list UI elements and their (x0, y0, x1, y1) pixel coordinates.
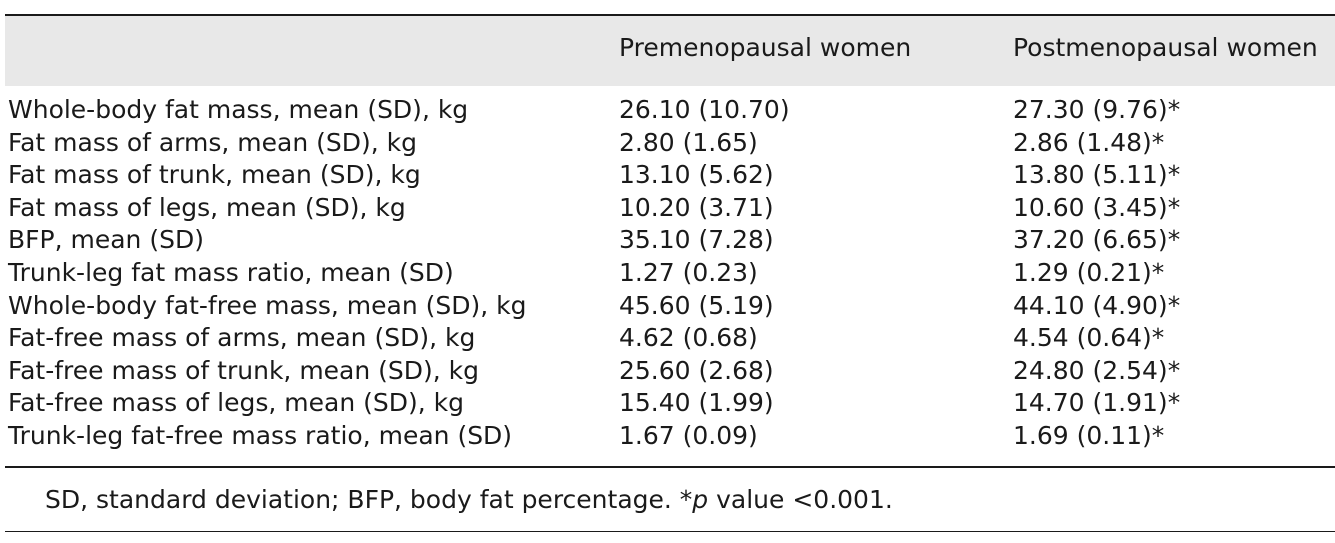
table-row: Trunk-leg fat mass ratio, mean (SD) 1.27 … (0, 256, 1335, 289)
row-label: Fat mass of trunk, mean (SD), kg (8, 160, 421, 190)
row-label: Trunk-leg fat-free mass ratio, mean (SD) (8, 421, 513, 450)
premenopausal-value: 15.40 (1.99) (619, 388, 774, 418)
top-rule (5, 14, 1335, 16)
premenopausal-value: 4.62 (0.68) (619, 323, 758, 353)
row-label: Fat mass of arms, mean (SD), kg (8, 127, 418, 157)
premenopausal-value: 25.60 (2.68) (619, 355, 774, 385)
table-row: Whole-body fat-free mass, mean (SD), kg 4… (0, 289, 1335, 322)
postmenopausal-value: 1.69 (0.11)* (1013, 421, 1165, 450)
postmenopausal-value: 44.10 (4.90)* (1013, 290, 1181, 320)
postmenopausal-value: 27.30 (9.76)* (1013, 95, 1181, 124)
premenopausal-value: 13.10 (5.62) (619, 160, 774, 190)
table-row: BFP, mean (SD) 35.10 (7.28) 37.20 (6.65)* (0, 223, 1335, 256)
table-footnote: SD, standard deviation; BFP, body fat pe… (45, 484, 893, 516)
table-row: Fat mass of legs, mean (SD), kg 10.20 (3.… (0, 191, 1335, 224)
premenopausal-value: 2.80 (1.65) (619, 127, 758, 157)
premenopausal-value: 45.60 (5.19) (619, 290, 774, 320)
postmenopausal-value: 1.29 (0.21)* (1013, 258, 1165, 287)
postmenopausal-value: 4.54 (0.64)* (1013, 323, 1165, 353)
premenopausal-value: 10.20 (3.71) (619, 192, 774, 222)
premenopausal-value: 1.27 (0.23) (619, 258, 758, 287)
table-header-band (5, 16, 1335, 86)
column-header-premenopausal: Premenopausal women (619, 33, 912, 62)
row-label: BFP, mean (SD) (8, 225, 204, 255)
row-label: Fat-free mass of legs, mean (SD), kg (8, 388, 465, 418)
footnote-text-before: SD, standard deviation; BFP, body fat pe… (45, 485, 693, 514)
postmenopausal-value: 13.80 (5.11)* (1013, 160, 1181, 190)
premenopausal-value: 26.10 (10.70) (619, 95, 790, 124)
table-row: Fat mass of arms, mean (SD), kg 2.80 (1.6… (0, 126, 1335, 159)
table-row: Fat mass of trunk, mean (SD), kg 13.10 (5… (0, 158, 1335, 191)
postmenopausal-value: 10.60 (3.45)* (1013, 192, 1181, 222)
footnote-p-symbol: p (692, 485, 709, 514)
row-label: Fat-free mass of arms, mean (SD), kg (8, 323, 476, 353)
postmenopausal-value: 24.80 (2.54)* (1013, 355, 1181, 385)
premenopausal-value: 1.67 (0.09) (619, 421, 758, 450)
row-label: Fat-free mass of trunk, mean (SD), kg (8, 355, 480, 385)
table-row: Fat-free mass of legs, mean (SD), kg 15.4… (0, 386, 1335, 419)
table-row: Fat-free mass of arms, mean (SD), kg 4.62… (0, 321, 1335, 354)
column-header-postmenopausal: Postmenopausal women (1013, 33, 1318, 62)
table-row: Trunk-leg fat-free mass ratio, mean (SD)… (0, 419, 1335, 452)
postmenopausal-value: 37.20 (6.65)* (1013, 225, 1181, 255)
premenopausal-value: 35.10 (7.28) (619, 225, 774, 255)
postmenopausal-value: 14.70 (1.91)* (1013, 388, 1181, 418)
row-label: Whole-body fat-free mass, mean (SD), kg (8, 290, 527, 320)
footnote-text-after: value <0.001. (708, 485, 893, 514)
row-label: Fat mass of legs, mean (SD), kg (8, 192, 406, 222)
postmenopausal-value: 2.86 (1.48)* (1013, 127, 1165, 157)
table-row: Whole-body fat mass, mean (SD), kg 26.10 … (0, 93, 1335, 126)
footnote-bottom-rule (5, 531, 1335, 532)
row-label: Trunk-leg fat mass ratio, mean (SD) (8, 258, 454, 287)
table-row: Fat-free mass of trunk, mean (SD), kg 25.… (0, 354, 1335, 387)
row-label: Whole-body fat mass, mean (SD), kg (8, 95, 469, 124)
table-bottom-rule (5, 466, 1335, 468)
